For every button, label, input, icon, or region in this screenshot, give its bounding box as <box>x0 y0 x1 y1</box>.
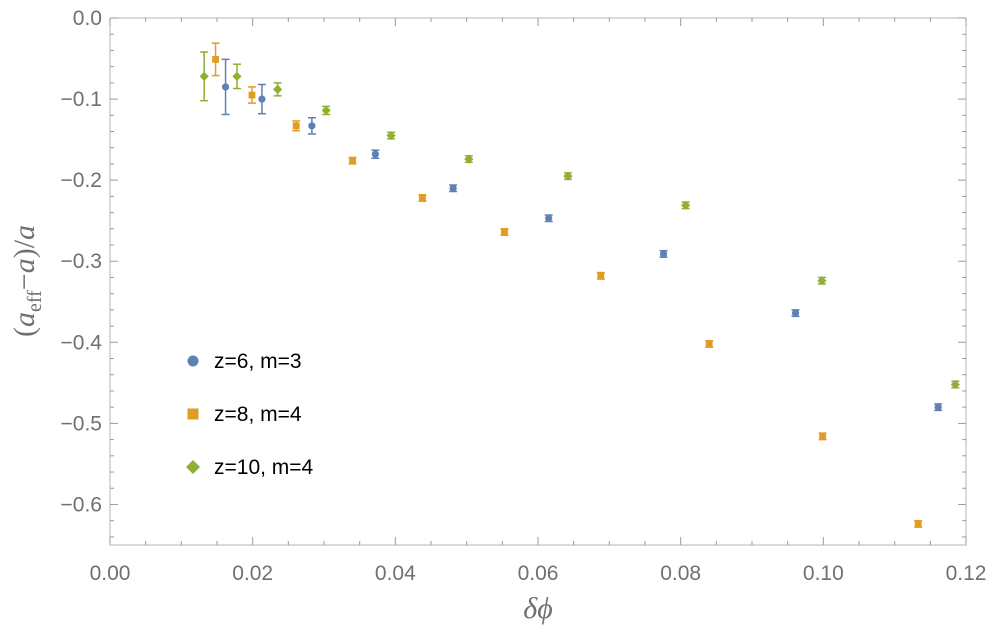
data-point <box>817 276 827 286</box>
data-point <box>221 83 230 91</box>
x-tick-label: 0.02 <box>232 562 273 585</box>
y-tick-label: −0.2 <box>61 169 102 192</box>
data-point <box>449 184 457 192</box>
data-point <box>273 84 283 94</box>
y-axis-label: (aeff−a)/a <box>8 225 46 337</box>
x-tick-label: 0.12 <box>946 562 987 585</box>
y-tick-label: −0.6 <box>61 493 102 516</box>
data-point <box>545 214 553 222</box>
series-2 <box>211 42 923 528</box>
x-tick-label: 0.10 <box>803 562 844 585</box>
data-point <box>950 379 960 390</box>
data-point <box>501 228 508 236</box>
y-tick-label: −0.4 <box>61 331 103 354</box>
data-point <box>308 122 316 130</box>
legend-item-z6: z=6, m=3 <box>187 350 302 373</box>
legend-marker-diamond <box>186 460 200 474</box>
data-point <box>292 122 300 130</box>
data-point <box>791 309 800 317</box>
data-point <box>659 250 668 258</box>
data-point <box>212 55 219 63</box>
y-tick-label: −0.3 <box>61 250 102 273</box>
y-tick-label: −0.1 <box>61 88 102 111</box>
x-tick-label: 0.00 <box>90 562 131 585</box>
x-axis-label: δϕ <box>523 592 552 625</box>
data-point <box>248 91 256 99</box>
data-point <box>597 272 605 280</box>
y-tick-labels: 0.0 −0.1 −0.2 −0.3 −0.4 −0.5 −0.6 <box>61 7 103 516</box>
data-point <box>464 154 474 164</box>
data-series <box>199 42 960 528</box>
axis-ticks <box>109 17 967 545</box>
data-point <box>819 432 827 440</box>
data-point <box>934 403 942 411</box>
data-point <box>914 520 922 528</box>
series-3 <box>199 51 960 390</box>
data-point <box>705 340 713 348</box>
legend: z=6, m=3 z=8, m=4 z=10, m=4 <box>186 350 314 479</box>
data-point <box>321 105 331 116</box>
legend-marker-square <box>187 408 199 420</box>
data-point <box>419 194 426 202</box>
data-point <box>258 95 266 103</box>
data-point <box>232 71 242 81</box>
data-point <box>371 150 379 158</box>
legend-label-z10: z=10, m=4 <box>214 456 314 479</box>
data-point <box>349 157 356 165</box>
legend-label-z6: z=6, m=3 <box>214 350 302 373</box>
data-point <box>199 71 209 81</box>
legend-item-z10: z=10, m=4 <box>186 456 314 479</box>
x-tick-label: 0.06 <box>518 562 559 585</box>
x-tick-label: 0.04 <box>375 562 416 585</box>
data-point <box>681 200 691 210</box>
data-point <box>563 171 573 181</box>
legend-label-z8: z=8, m=4 <box>214 403 302 426</box>
y-tick-label: 0.0 <box>73 7 102 30</box>
legend-item-z8: z=8, m=4 <box>187 403 302 426</box>
series-1 <box>221 58 943 412</box>
y-tick-label: −0.5 <box>61 412 102 435</box>
legend-marker-circle <box>187 355 199 367</box>
data-point <box>386 130 396 141</box>
x-tick-label: 0.08 <box>660 562 701 585</box>
x-tick-labels: 0.00 0.02 0.04 0.06 0.08 0.10 0.12 <box>90 562 987 585</box>
